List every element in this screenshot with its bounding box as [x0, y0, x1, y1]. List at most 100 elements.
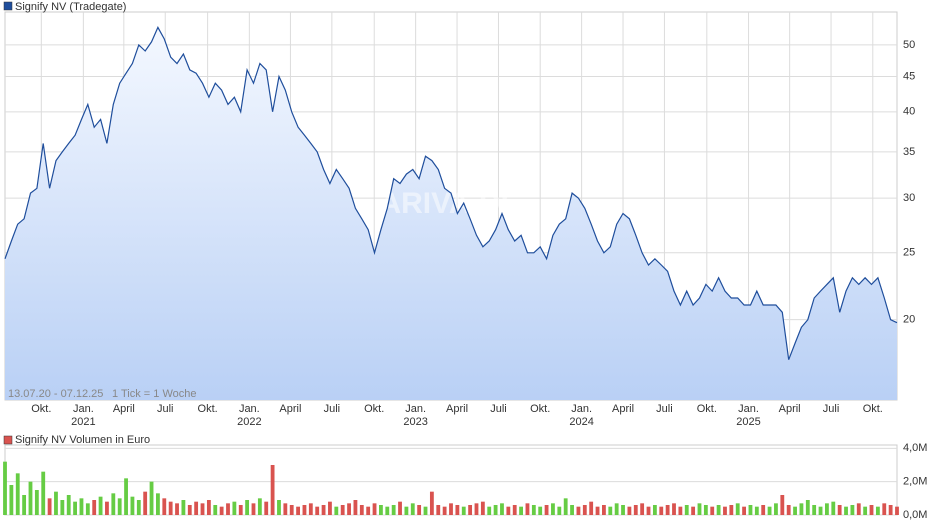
- volume-bar: [296, 506, 300, 515]
- volume-bar: [245, 500, 250, 515]
- volume-bar: [461, 506, 466, 515]
- volume-bar: [729, 505, 734, 515]
- volume-bar: [143, 491, 148, 515]
- volume-bar: [825, 503, 829, 515]
- volume-bar: [544, 505, 549, 515]
- volume-bar: [844, 506, 848, 515]
- volume-bar: [856, 503, 861, 515]
- volume-bar: [410, 503, 415, 515]
- x-tick-label: April: [779, 403, 801, 415]
- volume-bar: [493, 505, 498, 515]
- volume-bar: [213, 505, 218, 515]
- volume-bar: [761, 505, 766, 515]
- year-label: 2022: [237, 416, 261, 428]
- price-line: [4, 26, 898, 360]
- legend-swatch: [3, 435, 13, 445]
- volume-bar: [780, 495, 785, 515]
- volume-bar: [850, 505, 855, 515]
- year-label: 2025: [736, 416, 760, 428]
- volume-bar: [181, 500, 186, 515]
- volume-bar: [691, 506, 696, 515]
- volume-bar: [595, 506, 600, 515]
- volume-bar: [60, 500, 65, 515]
- volume-bar: [710, 506, 715, 515]
- volume-bar: [156, 493, 160, 515]
- volume-bar: [321, 505, 326, 515]
- volume-bar: [576, 506, 581, 515]
- volume-bar: [34, 490, 39, 515]
- volume-bar: [474, 503, 479, 515]
- x-tick-label: Okt.: [863, 403, 883, 415]
- volume-bar: [480, 501, 485, 515]
- volume-bar: [9, 485, 14, 515]
- volume-bar: [334, 506, 339, 515]
- volume-bar: [468, 505, 473, 515]
- volume-bar: [111, 493, 116, 515]
- volume-bar: [633, 505, 638, 515]
- volume-bar: [149, 481, 154, 515]
- volume-bar: [767, 506, 772, 515]
- volume-bar: [423, 506, 428, 515]
- x-tick-label: April: [446, 403, 468, 415]
- volume-bar: [869, 505, 874, 515]
- volume-bar: [206, 500, 211, 515]
- x-tick-label: April: [113, 403, 135, 415]
- volume-bar: [226, 503, 230, 515]
- volume-bar: [652, 505, 657, 515]
- range-label: 13.07.20 - 07.12.25: [8, 388, 103, 400]
- volume-bar: [366, 506, 371, 515]
- x-tick-label: Okt.: [31, 403, 51, 415]
- volume-bar: [449, 503, 453, 515]
- volume-bar: [786, 505, 791, 515]
- volume-bar: [487, 506, 492, 515]
- volume-bar: [308, 503, 313, 515]
- x-tick-label: Okt.: [697, 403, 717, 415]
- volume-bar: [557, 506, 562, 515]
- volume-bar: [455, 505, 460, 515]
- volume-bar: [672, 503, 676, 515]
- volume-bar: [875, 506, 880, 515]
- volume-bar: [175, 503, 179, 515]
- volume-bar: [22, 495, 27, 515]
- volume-bar: [882, 503, 887, 515]
- year-label: 2024: [569, 416, 593, 428]
- volume-bar: [723, 506, 727, 515]
- volume-bar: [347, 503, 351, 515]
- volume-bar: [627, 506, 632, 515]
- y-tick-label: 2,0M: [903, 476, 927, 488]
- volume-bar: [512, 505, 517, 515]
- volume-bar: [47, 498, 52, 515]
- y-tick-label: 40: [903, 106, 915, 118]
- y-tick-label: 35: [903, 146, 915, 158]
- volume-bar: [735, 503, 740, 515]
- volume-bar: [353, 500, 358, 515]
- x-tick-label: Jan.: [738, 403, 759, 415]
- x-tick-label: Jan.: [73, 403, 94, 415]
- volume-bar: [684, 505, 689, 515]
- volume-bar: [79, 498, 84, 515]
- volume-bar: [608, 506, 613, 515]
- y-tick-label: 45: [903, 70, 915, 82]
- price-title: Signify NV (Tradegate): [15, 1, 126, 13]
- x-tick-label: Juli: [324, 403, 341, 415]
- x-tick-label: Juli: [157, 403, 174, 415]
- volume-bar: [774, 503, 778, 515]
- volume-bar: [538, 506, 543, 515]
- volume-bar: [359, 505, 364, 515]
- volume-bar: [232, 501, 237, 515]
- volume-bar: [162, 498, 167, 515]
- y-tick-label: 20: [903, 314, 915, 326]
- volume-bar: [531, 505, 536, 515]
- volume-bar: [264, 501, 269, 515]
- x-tick-label: Juli: [823, 403, 840, 415]
- volume-bar: [136, 500, 141, 515]
- volume-bar: [665, 505, 670, 515]
- volume-bar: [238, 505, 243, 515]
- volume-bar: [570, 505, 574, 515]
- x-tick-label: Juli: [490, 403, 507, 415]
- x-tick-label: April: [612, 403, 634, 415]
- y-tick-label: 50: [903, 39, 915, 51]
- x-tick-label: Okt.: [530, 403, 550, 415]
- volume-bar: [194, 501, 199, 515]
